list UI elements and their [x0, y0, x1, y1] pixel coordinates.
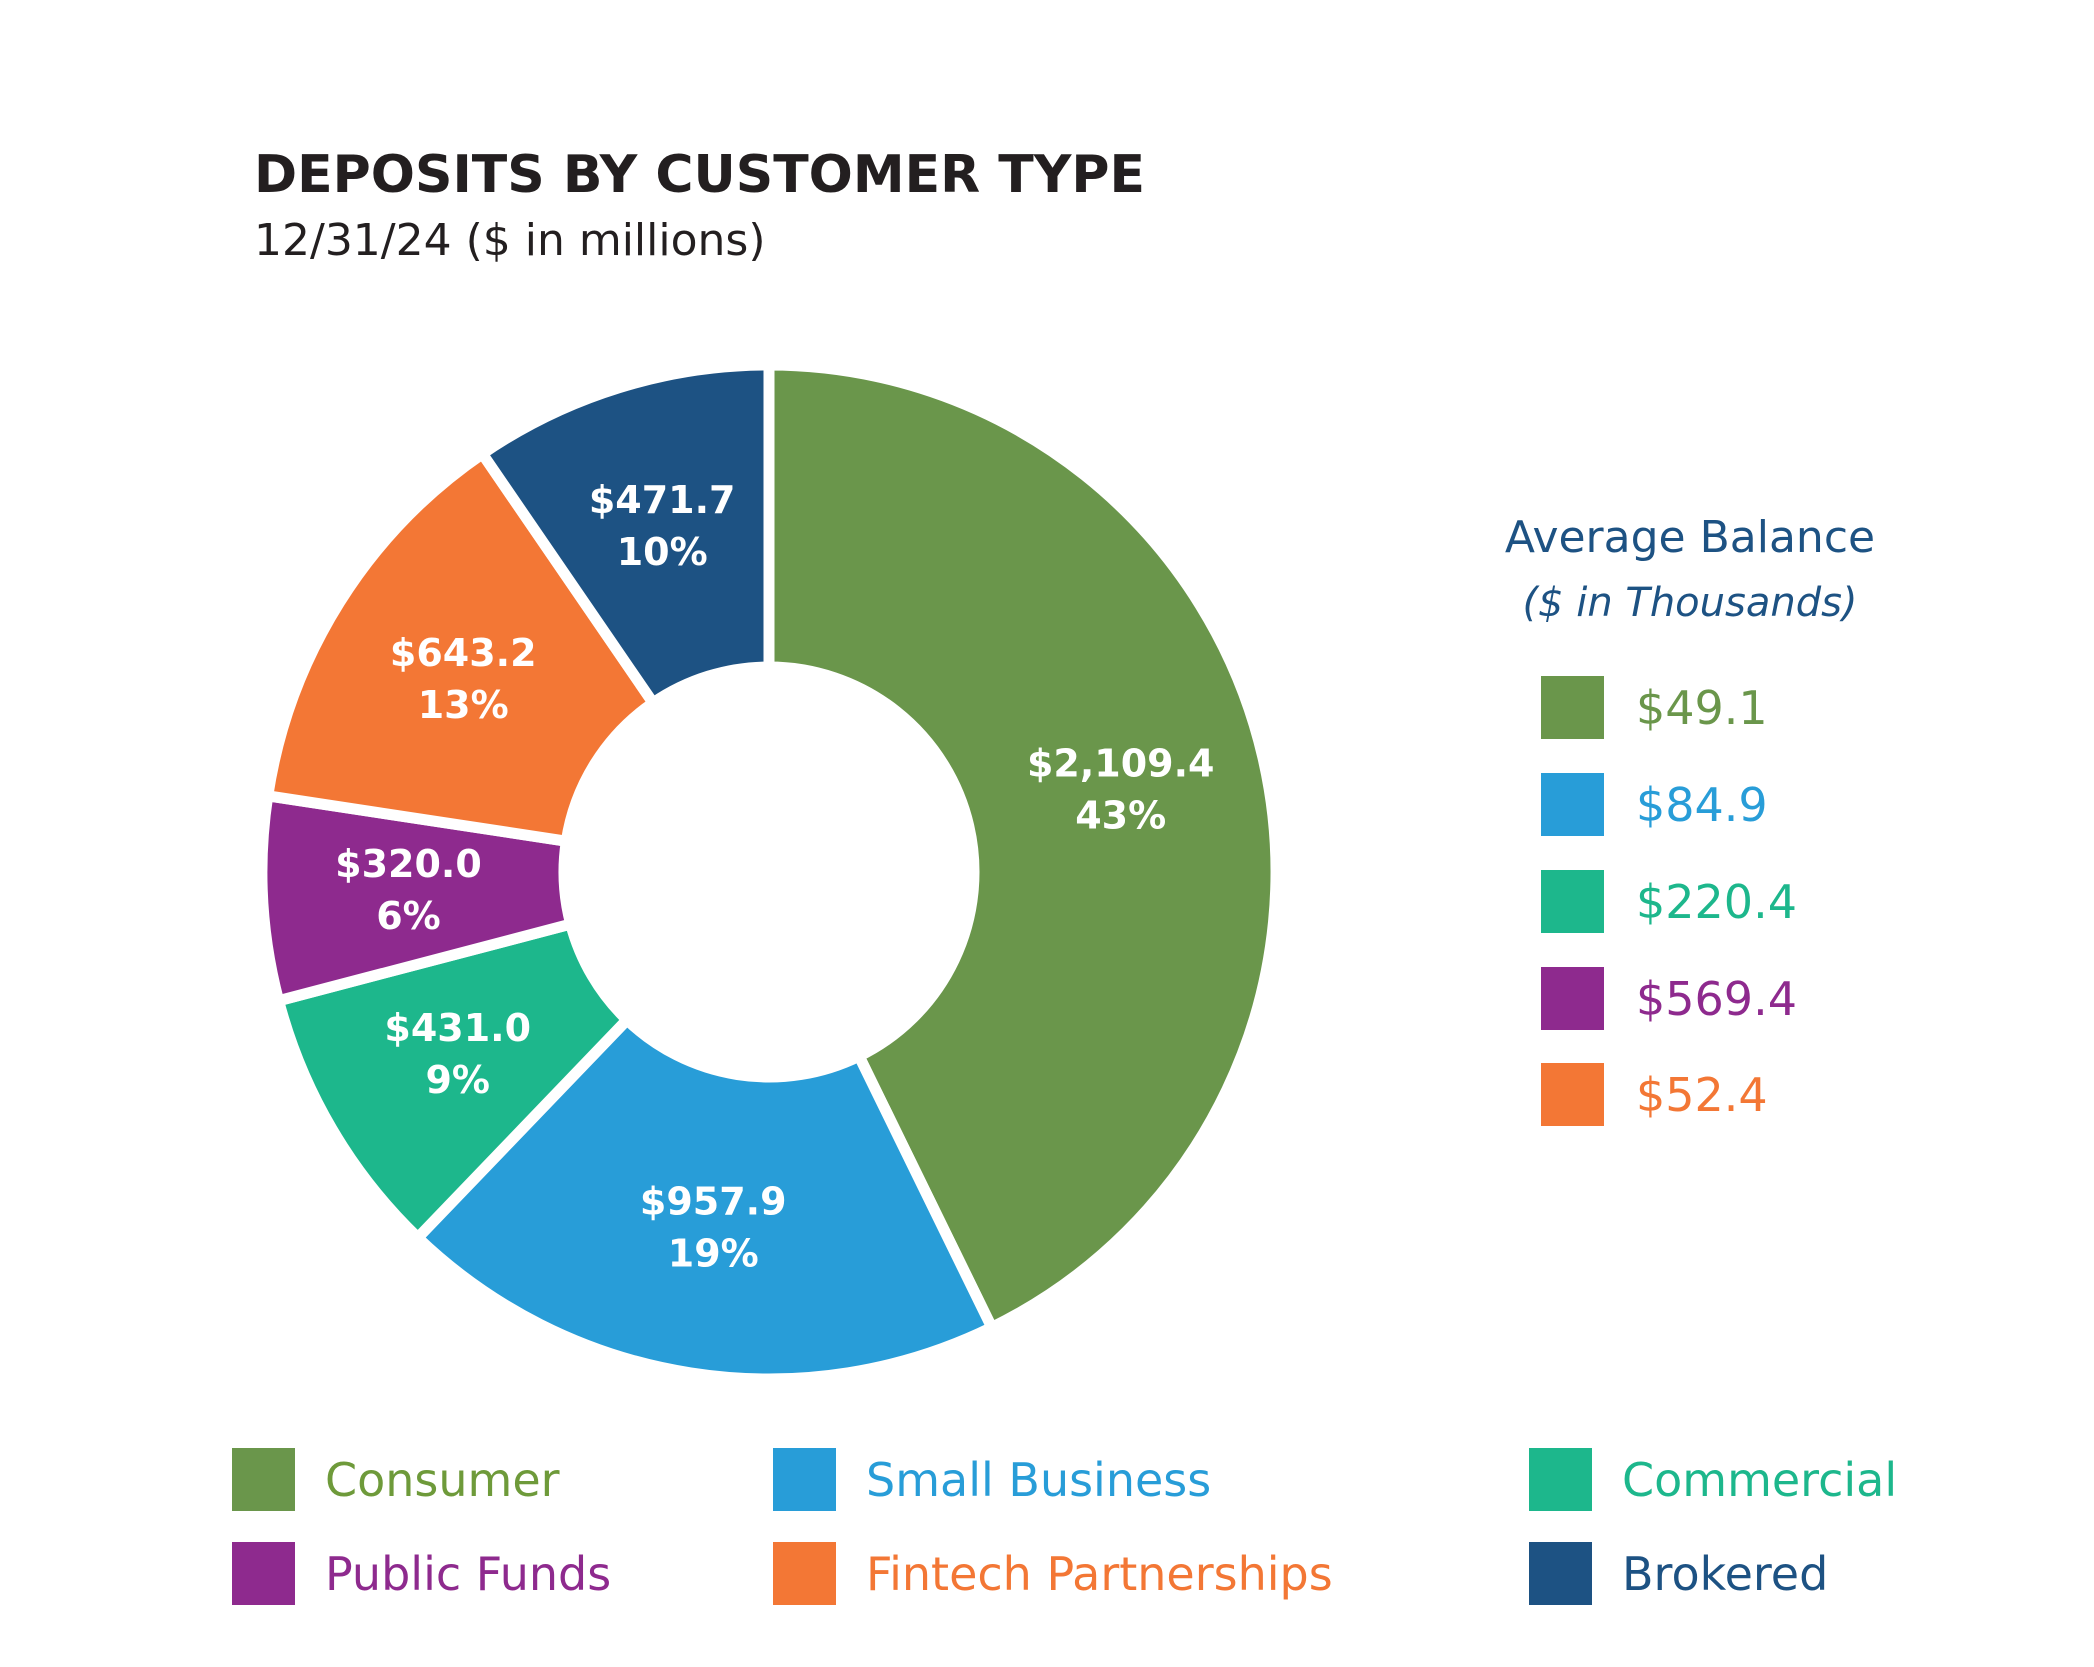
swatch-icon [232, 1542, 295, 1605]
slice-commercial [271, 917, 635, 1246]
legend-item: Fintech Partnerships [773, 1542, 1333, 1605]
swatch-icon [1529, 1448, 1592, 1511]
swatch-icon [232, 1448, 295, 1511]
swatch-icon [773, 1542, 836, 1605]
average-balance-item: $569.4 [1541, 967, 1797, 1030]
average-balance-title: Average Balance [1504, 512, 1876, 563]
slice-percent-label: 10% [617, 530, 708, 574]
slice-value-label: $2,109.4 [1027, 742, 1215, 786]
legend-label: Small Business [866, 1452, 1212, 1507]
average-balance-value: $84.9 [1636, 777, 1768, 832]
swatch-icon [1541, 870, 1604, 933]
slice-brokered [474, 359, 775, 711]
legend-label: Public Funds [325, 1546, 612, 1601]
legend-item: Commercial [1529, 1448, 1897, 1511]
average-balance-value: $49.1 [1636, 680, 1768, 735]
slice-value-label: $957.9 [640, 1180, 787, 1224]
average-balance-item: $49.1 [1541, 676, 1768, 739]
legend-item: Brokered [1529, 1542, 1828, 1605]
average-balance-value: $220.4 [1636, 874, 1797, 929]
chart-title: DEPOSITS BY CUSTOMER TYPE [254, 145, 1146, 205]
legend-item: Consumer [232, 1448, 560, 1511]
swatch-icon [1541, 967, 1604, 1030]
average-balance-value: $569.4 [1636, 971, 1797, 1026]
slice-value-label: $431.0 [384, 1006, 531, 1050]
swatch-icon [1541, 773, 1604, 836]
average-balance-subtitle: ($ in Thousands) [1522, 580, 1858, 626]
average-balance-value: $52.4 [1636, 1067, 1768, 1122]
slice-small-business [410, 1012, 1000, 1385]
legend-item: Small Business [773, 1448, 1211, 1511]
slice-percent-label: 19% [668, 1232, 759, 1276]
slice-percent-label: 6% [376, 894, 441, 938]
swatch-icon [1541, 676, 1604, 739]
slice-percent-label: 13% [418, 683, 509, 727]
swatch-icon [1529, 1542, 1592, 1605]
legend-label: Fintech Partnerships [866, 1546, 1333, 1601]
legend-label: Consumer [325, 1452, 560, 1507]
legend-label: Brokered [1622, 1546, 1829, 1601]
swatch-icon [1541, 1063, 1604, 1126]
legend-label: Commercial [1622, 1452, 1898, 1507]
swatch-icon [773, 1448, 836, 1511]
slice-consumer [763, 359, 1282, 1335]
chart-subtitle: 12/31/24 ($ in millions) [254, 215, 766, 266]
slice-fintech-partnerships [261, 446, 661, 848]
slice-value-label: $643.2 [390, 631, 537, 675]
slice-percent-label: 43% [1075, 794, 1166, 838]
average-balance-item: $84.9 [1541, 773, 1768, 836]
average-balance-item: $220.4 [1541, 870, 1797, 933]
average-balance-item: $52.4 [1541, 1063, 1768, 1126]
legend-item: Public Funds [232, 1542, 611, 1605]
slice-value-label: $320.0 [335, 842, 482, 886]
slice-value-label: $471.7 [589, 478, 736, 522]
slice-percent-label: 9% [425, 1058, 490, 1102]
